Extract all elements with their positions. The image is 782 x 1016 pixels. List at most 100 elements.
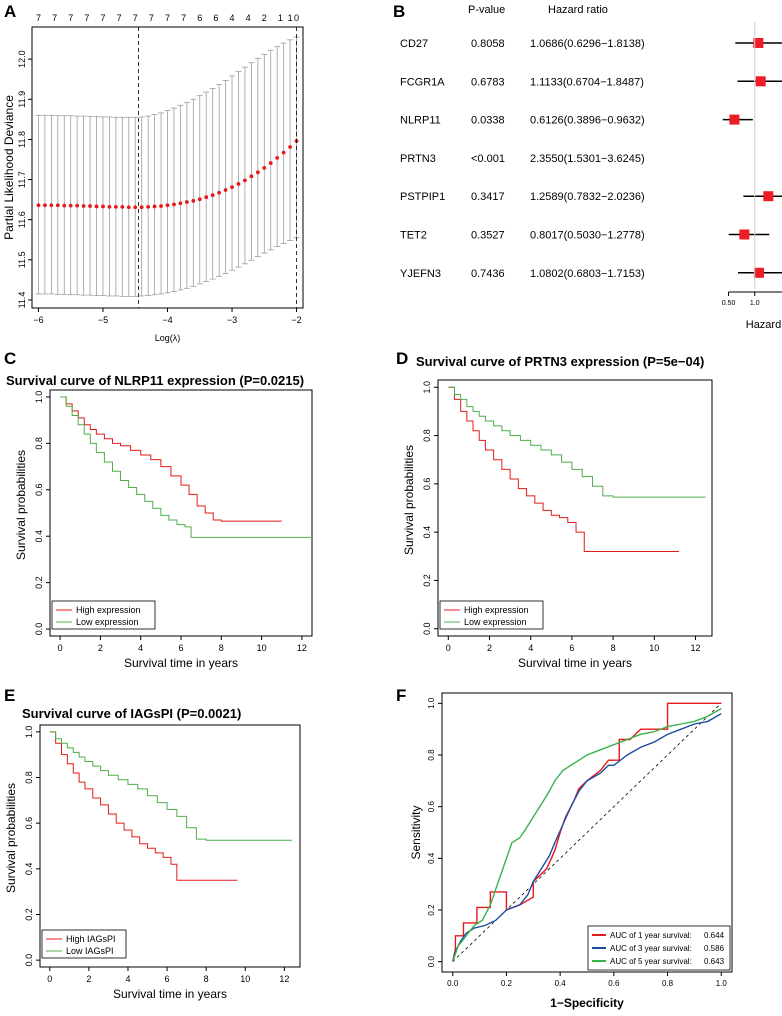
legend-label-low: Low IAGsPI [66, 946, 114, 956]
series-high-line [49, 731, 238, 881]
hazard-ratio-text: 0.6126(0.3896−0.9632) [530, 115, 645, 127]
legend-label-5yr: AUC of 5 year survival: [610, 957, 692, 966]
nonzero-count-label: 2 [262, 13, 267, 23]
x-tick-label: 6 [569, 643, 574, 653]
x-axis-label: Log(λ) [155, 333, 181, 343]
forest-row: NLRP11 0.0338 0.6126(0.3896−0.9632) [400, 114, 753, 127]
hazard-ratio-text: 1.0802(0.6803−1.7153) [530, 268, 645, 280]
deviance-point [288, 145, 292, 149]
y-tick-label: 11.6 [17, 211, 27, 228]
x-tick-label: 0 [446, 643, 451, 653]
hazard-ratio-marker [753, 267, 764, 278]
x-tick-label: 0.0 [447, 979, 459, 988]
y-tick-label: 1.0 [422, 381, 432, 394]
deviance-point [49, 203, 54, 208]
x-tick-label: 4 [125, 974, 130, 984]
deviance-point [36, 203, 41, 208]
x-tick-label: 1.0 [750, 300, 760, 307]
x-tick-label: 12 [691, 643, 701, 653]
nonzero-count-label: 7 [133, 13, 138, 23]
pvalue-header: P-value [468, 4, 505, 16]
nonzero-count-label: 4 [246, 13, 251, 23]
panel-label-f: F [396, 686, 407, 705]
legend-auc-3yr: 0.586 [704, 944, 725, 953]
deviance-point [281, 150, 286, 155]
x-tick-label: 10 [649, 643, 659, 653]
deviance-point [217, 190, 222, 195]
y-tick-label: 0.0 [24, 954, 34, 967]
legend-label-high: High expression [464, 605, 529, 615]
x-tick-label: 0.4 [555, 979, 567, 988]
survival-chart-nlrp11: Survival curve of NLRP11 expression (P=0… [6, 373, 313, 670]
y-axis-label: Partial Likelihood Deviance [2, 95, 16, 240]
nonzero-count-label: 7 [149, 13, 154, 23]
forest-row: CD27 0.8058 1.0686(0.6296−1.8138) [400, 38, 782, 50]
deviance-point [210, 193, 215, 198]
chart-title: Survival curve of PRTN3 expression (P=5e… [416, 354, 704, 369]
x-tick-label: −4 [162, 315, 172, 325]
forest-row: PRTN3 <0.001 2.3550(1.5301−3.6245) [400, 153, 645, 165]
hazard-ratio-header: Hazard ratio [548, 4, 608, 16]
deviance-point [146, 204, 151, 209]
deviance-point [230, 185, 234, 190]
x-tick-label: 8 [219, 643, 224, 653]
legend: High expression Low expression [439, 600, 544, 630]
x-tick-label: 2 [487, 643, 492, 653]
deviance-point [191, 198, 196, 203]
x-tick-label: −3 [227, 315, 237, 325]
nonzero-count-label: 7 [117, 13, 122, 23]
deviance-point [275, 155, 280, 160]
deviance-point [43, 203, 47, 208]
y-tick-label: 0.4 [24, 863, 34, 876]
x-tick-label: 10 [240, 974, 250, 984]
x-tick-label: 2 [86, 974, 91, 984]
deviance-point [249, 174, 254, 179]
legend-label-low: Low expression [464, 617, 527, 627]
deviance-point [81, 204, 86, 208]
pvalue-text: 0.8058 [471, 38, 505, 50]
series-high-line [60, 396, 282, 522]
series-low-line [448, 386, 706, 498]
x-axis-label: Survival time in years [113, 987, 227, 1001]
y-tick-label: 0.2 [34, 576, 44, 589]
chart-title: Survival curve of NLRP11 expression (P=0… [6, 373, 304, 388]
deviance-point [68, 203, 73, 208]
deviance-point [197, 197, 202, 202]
y-axis-label: Survival probabilities [14, 450, 28, 560]
y-tick-label: 12.0 [17, 50, 27, 68]
y-tick-label: 0.0 [34, 623, 44, 636]
x-tick-label: 10 [257, 643, 267, 653]
y-tick-label: 0.4 [34, 530, 44, 543]
gene-name: NLRP11 [400, 115, 441, 127]
x-tick-label: 4 [138, 643, 143, 653]
x-tick-label: 6 [165, 974, 170, 984]
y-tick-label: 11.4 [17, 292, 27, 309]
y-tick-label: 1.0 [24, 726, 34, 739]
deviance-point [184, 200, 189, 204]
deviance-point [107, 204, 112, 209]
x-tick-label: 8 [611, 643, 616, 653]
nonzero-count-label: 7 [100, 13, 105, 23]
deviance-point [255, 170, 260, 175]
y-tick-label: 0.8 [427, 749, 436, 761]
y-tick-label: 0.0 [427, 956, 436, 968]
y-tick-label: 0.2 [24, 908, 34, 921]
gene-name: TET2 [400, 230, 427, 242]
hazard-ratio-text: 1.1133(0.6704−1.8487) [530, 76, 644, 88]
gene-name: PSTPIP1 [400, 191, 445, 203]
nonzero-count-label: 7 [165, 13, 170, 23]
legend: High expression Low expression [51, 600, 156, 630]
gene-name: PRTN3 [400, 153, 436, 165]
x-tick-label: 0.8 [662, 979, 674, 988]
deviance-point [262, 166, 267, 170]
deviance-point [101, 204, 105, 209]
deviance-point [62, 203, 67, 208]
x-tick-label: −5 [98, 315, 108, 325]
pvalue-text: 0.6783 [471, 76, 505, 88]
survival-chart-iagspi: Survival curve of IAGsPI (P=0.0021) 0 2 4 6… [4, 706, 301, 1001]
x-tick-label: 0.50 [722, 300, 736, 307]
x-tick-label: 8 [204, 974, 209, 984]
y-tick-label: 0.8 [24, 771, 34, 784]
series-high-line [448, 386, 680, 552]
x-tick-label: 1.0 [716, 979, 728, 988]
